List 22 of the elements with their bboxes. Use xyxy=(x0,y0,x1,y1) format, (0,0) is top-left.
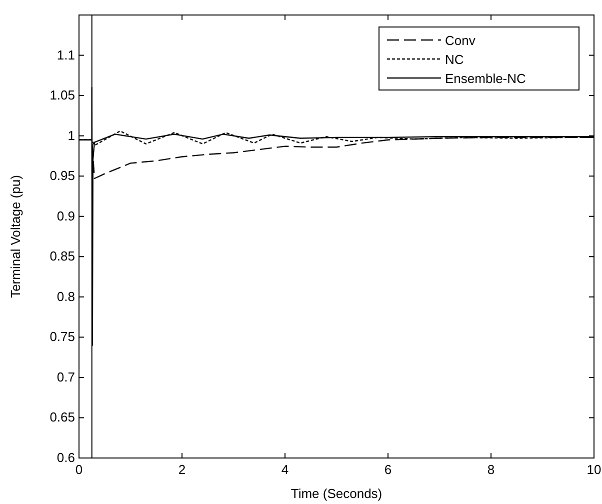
legend-label: Ensemble-NC xyxy=(445,71,526,86)
x-axis-title: Time (Seconds) xyxy=(290,486,382,501)
x-tick-label: 6 xyxy=(384,462,392,477)
y-axis-title: Terminal Voltage (pu) xyxy=(8,175,23,298)
y-tick-label: 0.9 xyxy=(56,208,75,224)
y-tick-label: 0.65 xyxy=(50,410,75,425)
legend-label: Conv xyxy=(445,33,476,48)
x-tick-label: 0 xyxy=(75,462,83,477)
y-tick-label: 0.7 xyxy=(56,369,75,384)
y-tick-label: 0.95 xyxy=(50,168,75,184)
y-tick-label: 1.05 xyxy=(50,88,75,103)
x-tick-label: 4 xyxy=(281,462,289,477)
legend-label: NC xyxy=(445,52,464,67)
x-tick-label: 8 xyxy=(487,462,495,477)
x-tick-label: 10 xyxy=(586,462,602,477)
y-tick-label: 0.85 xyxy=(50,248,75,264)
y-tick-label: 1 xyxy=(68,128,75,143)
y-tick-label: 0.75 xyxy=(50,329,75,344)
y-tick-label: 0.6 xyxy=(56,450,75,465)
y-tick-label: 0.8 xyxy=(56,288,75,304)
x-tick-label: 2 xyxy=(178,462,186,477)
y-tick-label: 1.1 xyxy=(56,47,75,62)
